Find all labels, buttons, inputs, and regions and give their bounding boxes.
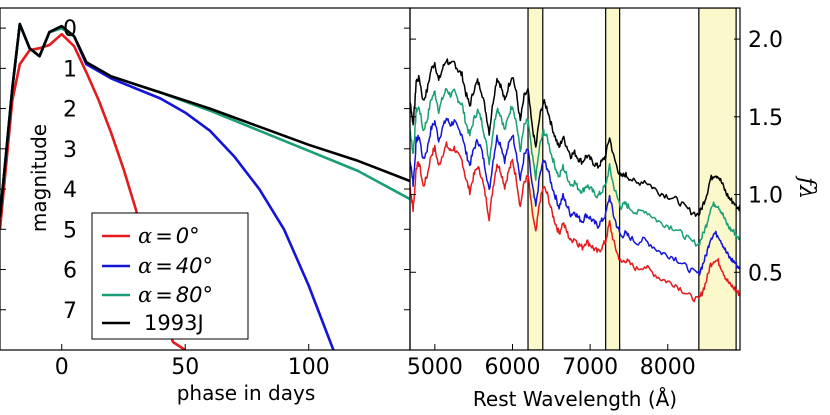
right-axes-frame	[409, 7, 741, 351]
legend-entry-alpha-0: α = 0°	[138, 224, 200, 248]
spectra-panel: 5000 6000 7000 8000 0.5 1.0 1.5 2.0 Rest Wavele…	[407, 7, 819, 411]
legend-entry-alpha-40: α = 40°	[138, 254, 213, 278]
spectra-y-tick-label-1.5: 1.5	[748, 106, 783, 131]
y-tick-label-3: 3	[63, 138, 77, 163]
legend-box	[91, 212, 249, 340]
spectrum-line-1993j	[410, 58, 740, 217]
right-xlabel: Rest Wavelength (Å)	[473, 387, 677, 411]
light-curve-panel: 0 50 100 0 1 2 3 4 5 6 7 magnitude phase in days α…	[0, 7, 411, 405]
y-tick-label-4: 4	[63, 178, 77, 203]
y-tick-label-5: 5	[63, 218, 77, 243]
shaded-bands	[527, 8, 737, 350]
spectrum-line-alpha-80	[410, 87, 740, 247]
y-tick-label-2: 2	[63, 98, 77, 123]
y-tick-label-7: 7	[63, 299, 77, 324]
spectra-x-tick-label-7000: 7000	[562, 355, 618, 380]
spectra-x-tick-label-8000: 8000	[640, 355, 696, 380]
right-ticks: 5000 6000 7000 8000 0.5 1.0 1.5 2.0	[407, 28, 783, 380]
y-tick-label-6: 6	[63, 259, 77, 284]
legend-entry-alpha-80: α = 80°	[138, 283, 213, 307]
y-tick-label-0: 0	[63, 17, 77, 42]
spectra-y-tick-label-2: 2.0	[748, 28, 783, 53]
left-ylabel: magnitude	[27, 124, 51, 232]
legend: α = 0° α = 40° α = 80° 1993J	[91, 212, 249, 340]
x-tick-label-50: 50	[171, 355, 199, 380]
spectra-x-tick-label-6000: 6000	[484, 355, 540, 380]
legend-entry-1993j: 1993J	[144, 311, 204, 335]
x-tick-label-100: 100	[288, 355, 330, 380]
left-xlabel: phase in days	[177, 381, 316, 405]
y-tick-label-1: 1	[63, 57, 77, 82]
spectra-x-tick-label-5000: 5000	[407, 355, 463, 380]
series-line-1993j	[0, 22, 410, 218]
spectra-y-tick-label-0.5: 0.5	[748, 261, 783, 286]
shaded-band-3	[698, 8, 737, 350]
spectrum-line-alpha-40	[410, 117, 740, 276]
x-tick-label-0: 0	[55, 355, 69, 380]
series-line-alpha-80	[0, 22, 410, 218]
spectrum-line-alpha-0	[410, 141, 740, 303]
spectra-y-tick-label-1: 1.0	[748, 184, 783, 209]
spectra-lines	[410, 58, 740, 303]
right-ylabel: fλ	[794, 175, 819, 199]
left-ticks: 0 50 100 0 1 2 3 4 5 6 7	[0, 17, 410, 380]
